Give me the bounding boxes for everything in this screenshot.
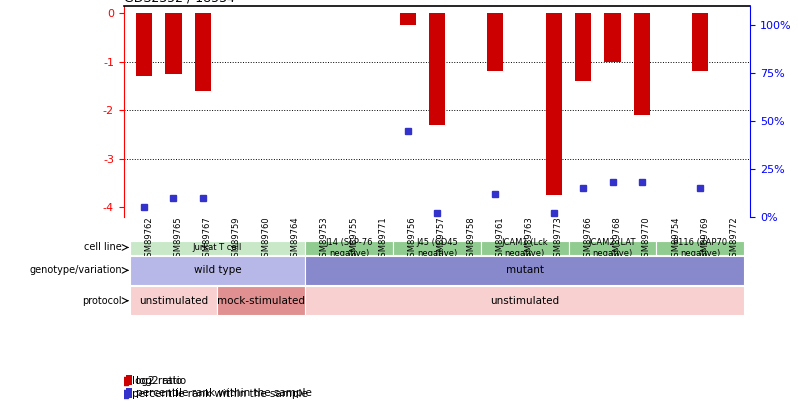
Text: mutant: mutant (506, 265, 543, 275)
Text: GSM89763: GSM89763 (525, 217, 534, 262)
Text: percentile rank within the sample: percentile rank within the sample (132, 389, 307, 399)
Text: unstimulated: unstimulated (139, 296, 208, 306)
Bar (400, 13, 416, 26)
Bar (634, 13, 650, 115)
Bar (488, 13, 504, 71)
Text: GSM89753: GSM89753 (320, 217, 329, 262)
Bar (305, 286, 745, 315)
Text: P116 (ZAP70
negative): P116 (ZAP70 negative) (674, 238, 728, 258)
Text: GSM89764: GSM89764 (290, 217, 299, 262)
Bar (657, 241, 745, 255)
Text: GSM89761: GSM89761 (496, 217, 504, 262)
Bar (126, 388, 132, 398)
Text: GSM89768: GSM89768 (613, 217, 622, 262)
Text: GSM89772: GSM89772 (729, 217, 739, 262)
Bar (481, 241, 569, 255)
Text: JCAM1 (Lck
negative): JCAM1 (Lck negative) (501, 238, 548, 258)
Text: GSM89759: GSM89759 (232, 217, 241, 262)
Bar (305, 256, 745, 285)
Text: Jurkat T cell: Jurkat T cell (192, 243, 242, 252)
Text: GSM89773: GSM89773 (554, 217, 563, 262)
Text: percentile rank within the sample: percentile rank within the sample (136, 388, 311, 398)
Text: log2 ratio: log2 ratio (136, 375, 186, 386)
Bar (165, 13, 181, 74)
Bar (605, 13, 621, 62)
Text: unstimulated: unstimulated (490, 296, 559, 306)
Text: cell line: cell line (85, 243, 122, 252)
Text: GSM89755: GSM89755 (349, 217, 358, 262)
Text: log2 ratio: log2 ratio (132, 376, 182, 386)
Bar (129, 286, 217, 315)
Text: GSM89762: GSM89762 (144, 217, 153, 262)
Text: GSM89770: GSM89770 (642, 217, 651, 262)
Text: GSM89766: GSM89766 (583, 217, 592, 262)
Text: GSM89760: GSM89760 (261, 217, 271, 262)
Text: GSM89767: GSM89767 (203, 217, 211, 262)
Text: GSM89769: GSM89769 (701, 217, 709, 262)
Text: J45 (CD45
negative): J45 (CD45 negative) (416, 238, 458, 258)
Text: GDS2352 / 18534: GDS2352 / 18534 (124, 0, 235, 5)
Bar (129, 241, 305, 255)
Text: GSM89757: GSM89757 (437, 217, 446, 262)
Bar (393, 241, 481, 255)
Text: mock-stimulated: mock-stimulated (217, 296, 306, 306)
Bar (126, 375, 132, 386)
Bar (305, 241, 393, 255)
Text: GSM89754: GSM89754 (671, 217, 680, 262)
Bar (546, 13, 562, 195)
Bar (693, 13, 709, 71)
Bar (195, 13, 211, 91)
Text: GSM89771: GSM89771 (378, 217, 387, 262)
Bar (129, 256, 305, 285)
Bar (575, 13, 591, 81)
Text: GSM89758: GSM89758 (466, 217, 475, 262)
Text: JCAM2 (LAT
negative): JCAM2 (LAT negative) (589, 238, 636, 258)
Bar (569, 241, 657, 255)
Bar (217, 286, 305, 315)
Text: GSM89765: GSM89765 (173, 217, 183, 262)
Text: J14 (SLP-76
negative): J14 (SLP-76 negative) (326, 238, 373, 258)
Bar (429, 13, 445, 125)
Text: GSM89756: GSM89756 (408, 217, 417, 262)
Text: wild type: wild type (194, 265, 241, 275)
Text: genotype/variation: genotype/variation (30, 265, 122, 275)
Text: protocol: protocol (83, 296, 122, 306)
Bar (136, 13, 152, 76)
